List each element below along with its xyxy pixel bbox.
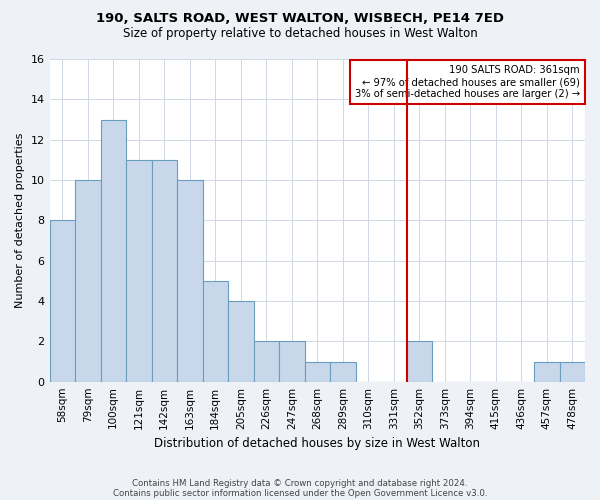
Bar [254,342,279,382]
Bar [177,180,203,382]
Bar [152,160,177,382]
Bar [279,342,305,382]
Bar [203,281,228,382]
Bar [101,120,126,382]
Bar [75,180,101,382]
Bar [330,362,356,382]
Bar [407,342,432,382]
Text: 190, SALTS ROAD, WEST WALTON, WISBECH, PE14 7ED: 190, SALTS ROAD, WEST WALTON, WISBECH, P… [96,12,504,26]
Bar [305,362,330,382]
Text: 190 SALTS ROAD: 361sqm
← 97% of detached houses are smaller (69)
3% of semi-deta: 190 SALTS ROAD: 361sqm ← 97% of detached… [355,66,580,98]
Text: Contains HM Land Registry data © Crown copyright and database right 2024.: Contains HM Land Registry data © Crown c… [132,478,468,488]
Bar [534,362,560,382]
Bar [50,220,75,382]
Bar [126,160,152,382]
Text: Contains public sector information licensed under the Open Government Licence v3: Contains public sector information licen… [113,488,487,498]
Bar [560,362,585,382]
Bar [228,301,254,382]
X-axis label: Distribution of detached houses by size in West Walton: Distribution of detached houses by size … [154,437,480,450]
Text: Size of property relative to detached houses in West Walton: Size of property relative to detached ho… [122,28,478,40]
Y-axis label: Number of detached properties: Number of detached properties [15,132,25,308]
